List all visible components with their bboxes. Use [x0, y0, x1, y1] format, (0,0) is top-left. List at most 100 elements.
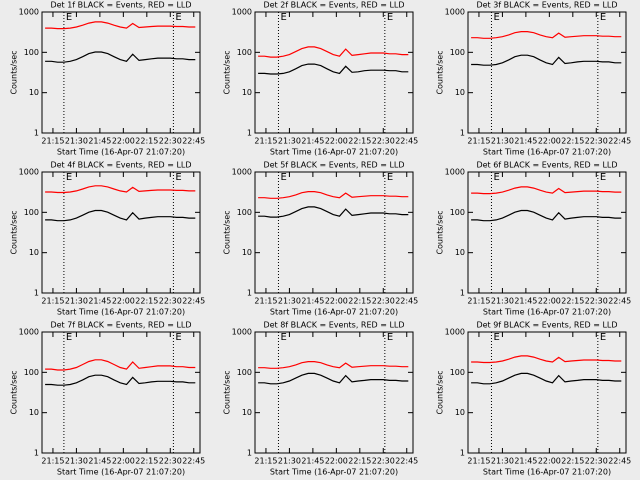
y-tick-label: 100 — [450, 368, 465, 377]
panel-title: Det 3f BLACK = Events, RED = LLD — [476, 1, 617, 10]
y-tick-label: 10 — [242, 248, 252, 257]
x-tick-label: 21:15 — [467, 297, 490, 306]
y-tick-label: 1000 — [19, 8, 39, 17]
y-tick-label: 100 — [237, 48, 252, 57]
x-axis-label: Start Time (16-Apr-07 21:07:20) — [483, 468, 611, 477]
x-tick-label: 22:00 — [112, 137, 135, 146]
event-label: E — [600, 172, 606, 183]
y-tick-label: 10 — [455, 248, 465, 257]
y-tick-label: 1000 — [232, 168, 252, 177]
x-axis-label: Start Time (16-Apr-07 21:07:20) — [57, 148, 185, 157]
panel: Det 4f BLACK = Events, RED = LLD Start Ti… — [10, 161, 206, 317]
y-tick-label: 1000 — [232, 328, 252, 337]
event-label: E — [493, 172, 499, 183]
y-tick-label: 100 — [24, 48, 39, 57]
x-tick-label: 22:45 — [182, 457, 205, 466]
y-axis-label: Counts/sec — [10, 370, 19, 414]
data-line — [471, 372, 622, 385]
x-tick-label: 22:00 — [325, 457, 348, 466]
x-tick-label: 22:30 — [159, 137, 182, 146]
y-tick-label: 10 — [29, 248, 39, 257]
x-tick-label: 21:45 — [88, 137, 111, 146]
x-tick-label: 21:15 — [467, 137, 490, 146]
data-line — [258, 191, 409, 199]
data-line — [258, 206, 409, 218]
x-tick-label: 22:00 — [325, 137, 348, 146]
y-axis-label: Counts/sec — [436, 370, 445, 414]
data-line — [45, 374, 196, 386]
panel-title: Det 7f BLACK = Events, RED = LLD — [50, 321, 191, 330]
panel-title: Det 1f BLACK = Events, RED = LLD — [50, 1, 191, 10]
y-tick-label: 1000 — [445, 8, 465, 17]
y-tick-label: 10 — [242, 408, 252, 417]
data-line — [45, 185, 196, 194]
x-tick-label: 22:15 — [135, 137, 158, 146]
x-tick-label: 22:15 — [348, 297, 371, 306]
plot-frame — [254, 11, 414, 134]
x-tick-label: 22:30 — [159, 457, 182, 466]
x-tick-label: 22:00 — [538, 297, 561, 306]
x-tick-label: 22:15 — [561, 137, 584, 146]
x-tick-label: 21:30 — [491, 297, 514, 306]
x-tick-label: 21:15 — [41, 457, 64, 466]
x-tick-label: 21:30 — [491, 137, 514, 146]
panel-title: Det 9f BLACK = Events, RED = LLD — [476, 321, 617, 330]
x-tick-label: 21:15 — [41, 137, 64, 146]
plot-frame — [254, 171, 414, 294]
x-tick-label: 22:45 — [608, 297, 631, 306]
data-line — [258, 361, 409, 369]
y-tick-label: 100 — [24, 368, 39, 377]
x-tick-label: 21:30 — [491, 457, 514, 466]
event-label: E — [66, 332, 72, 343]
event-label: E — [175, 332, 181, 343]
x-tick-label: 21:30 — [65, 137, 88, 146]
data-line — [45, 209, 196, 222]
y-tick-label: 1 — [247, 129, 252, 138]
x-tick-label: 22:15 — [135, 297, 158, 306]
x-tick-label: 21:30 — [65, 457, 88, 466]
panel: Det 2f BLACK = Events, RED = LLD Start Ti… — [223, 1, 419, 157]
x-tick-label: 22:45 — [608, 137, 631, 146]
x-tick-label: 21:30 — [278, 457, 301, 466]
plot-frame — [41, 11, 201, 134]
panel: Det 8f BLACK = Events, RED = LLD Start Ti… — [223, 321, 419, 477]
plot-frame — [467, 171, 627, 294]
panel-title: Det 2f BLACK = Events, RED = LLD — [263, 1, 404, 10]
y-axis-label: Counts/sec — [10, 210, 19, 254]
x-axis-label: Start Time (16-Apr-07 21:07:20) — [57, 468, 185, 477]
data-line — [45, 21, 196, 30]
x-tick-label: 22:00 — [112, 297, 135, 306]
x-tick-label: 22:15 — [135, 457, 158, 466]
plot-frame — [41, 171, 201, 294]
y-tick-label: 1000 — [445, 328, 465, 337]
x-tick-label: 22:30 — [372, 297, 395, 306]
x-tick-label: 22:30 — [585, 297, 608, 306]
y-axis-label: Counts/sec — [223, 50, 232, 94]
y-axis-label: Counts/sec — [223, 370, 232, 414]
x-tick-label: 22:15 — [561, 297, 584, 306]
event-label: E — [175, 12, 181, 23]
data-line — [471, 186, 622, 195]
data-line — [258, 63, 409, 75]
event-label: E — [175, 172, 181, 183]
x-tick-label: 21:45 — [301, 297, 324, 306]
y-axis-label: Counts/sec — [10, 50, 19, 94]
x-axis-label: Start Time (16-Apr-07 21:07:20) — [270, 148, 398, 157]
event-label: E — [66, 172, 72, 183]
event-label: E — [493, 12, 499, 23]
x-axis-label: Start Time (16-Apr-07 21:07:20) — [483, 308, 611, 317]
y-tick-label: 1 — [460, 289, 465, 298]
data-line — [45, 359, 196, 371]
y-axis-label: Counts/sec — [436, 210, 445, 254]
x-tick-label: 22:45 — [608, 457, 631, 466]
event-label: E — [280, 12, 286, 23]
data-line — [471, 31, 622, 39]
y-tick-label: 1 — [34, 449, 39, 458]
x-tick-label: 22:00 — [538, 457, 561, 466]
y-tick-label: 1 — [34, 129, 39, 138]
data-line — [258, 46, 409, 58]
x-tick-label: 22:45 — [395, 457, 418, 466]
plot-frame — [467, 11, 627, 134]
panel: Det 1f BLACK = Events, RED = LLD Start Ti… — [10, 1, 206, 157]
y-tick-label: 10 — [29, 408, 39, 417]
